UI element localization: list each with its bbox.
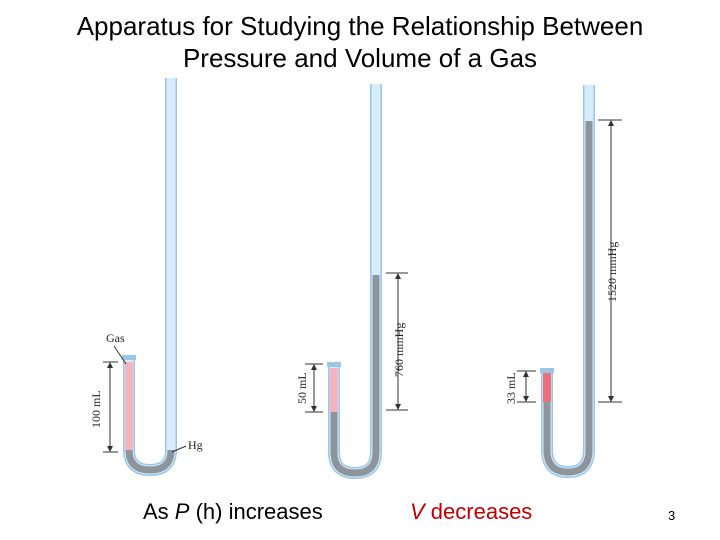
glass-tube-1 (123, 78, 177, 477)
dim1-arrow-up (107, 362, 113, 368)
dim3h-arrow-down (608, 396, 614, 402)
gas-column-2 (330, 368, 338, 412)
slide-title: Apparatus for Studying the Relationship … (0, 10, 720, 74)
title-line-2: Pressure and Volume of a Gas (182, 43, 538, 73)
dim3-arrow-down (523, 396, 529, 402)
apparatus-1: Gas Hg 100 mL (89, 78, 203, 477)
closed-end-1 (122, 355, 136, 360)
caption-volume-decreases: V decreases (410, 499, 532, 525)
dim3-arrow-up (523, 371, 529, 377)
glass-tube-2-inner (329, 84, 381, 478)
dim3h-arrow-up (608, 120, 614, 126)
dim2-arrow-down (311, 406, 317, 412)
caption-left-variable: P (174, 499, 190, 524)
mercury-2 (330, 275, 380, 477)
dim2h-arrow-up (395, 273, 401, 279)
glass-tube-1-inner (124, 78, 176, 475)
caption-left-suffix: (h) increases (189, 499, 323, 524)
slide-number: 3 (668, 508, 676, 523)
glass-tube-3 (541, 85, 595, 479)
gas-pointer (113, 345, 127, 365)
gas-column-1 (125, 362, 133, 450)
dim2h-arrow-down (395, 404, 401, 410)
caption-right-suffix: decreases (424, 499, 533, 524)
gas-column-3 (543, 373, 551, 402)
dim1-arrow-down (107, 446, 113, 452)
volume-label-3: 33 mL (504, 372, 518, 404)
mercury-1 (125, 449, 175, 474)
closed-end-3 (540, 368, 554, 373)
apparatus-2: 50 mL 760 mmHg (295, 84, 408, 480)
hg-pointer (171, 445, 187, 453)
apparatus-3: 33 mL 1520 mmHg (504, 85, 622, 479)
gas-label: Gas (106, 331, 125, 345)
title-line-1: Apparatus for Studying the Relationship … (76, 11, 644, 41)
hg-label: Hg (188, 438, 203, 452)
glass-tube-2 (328, 84, 382, 480)
height-label-2: 760 mmHg (392, 323, 406, 377)
closed-end-2 (327, 362, 341, 367)
height-label-3: 1520 mmHg (605, 242, 619, 302)
glass-tube-3-inner (542, 85, 594, 477)
caption-pressure-increases: As P (h) increases (143, 499, 323, 525)
volume-label-1: 100 mL (89, 390, 103, 428)
dim2-arrow-up (311, 364, 317, 370)
volume-label-2: 50 mL (295, 372, 309, 404)
caption-right-variable: V (410, 499, 425, 524)
mercury-3 (543, 121, 593, 476)
caption-left-prefix: As (143, 499, 175, 524)
